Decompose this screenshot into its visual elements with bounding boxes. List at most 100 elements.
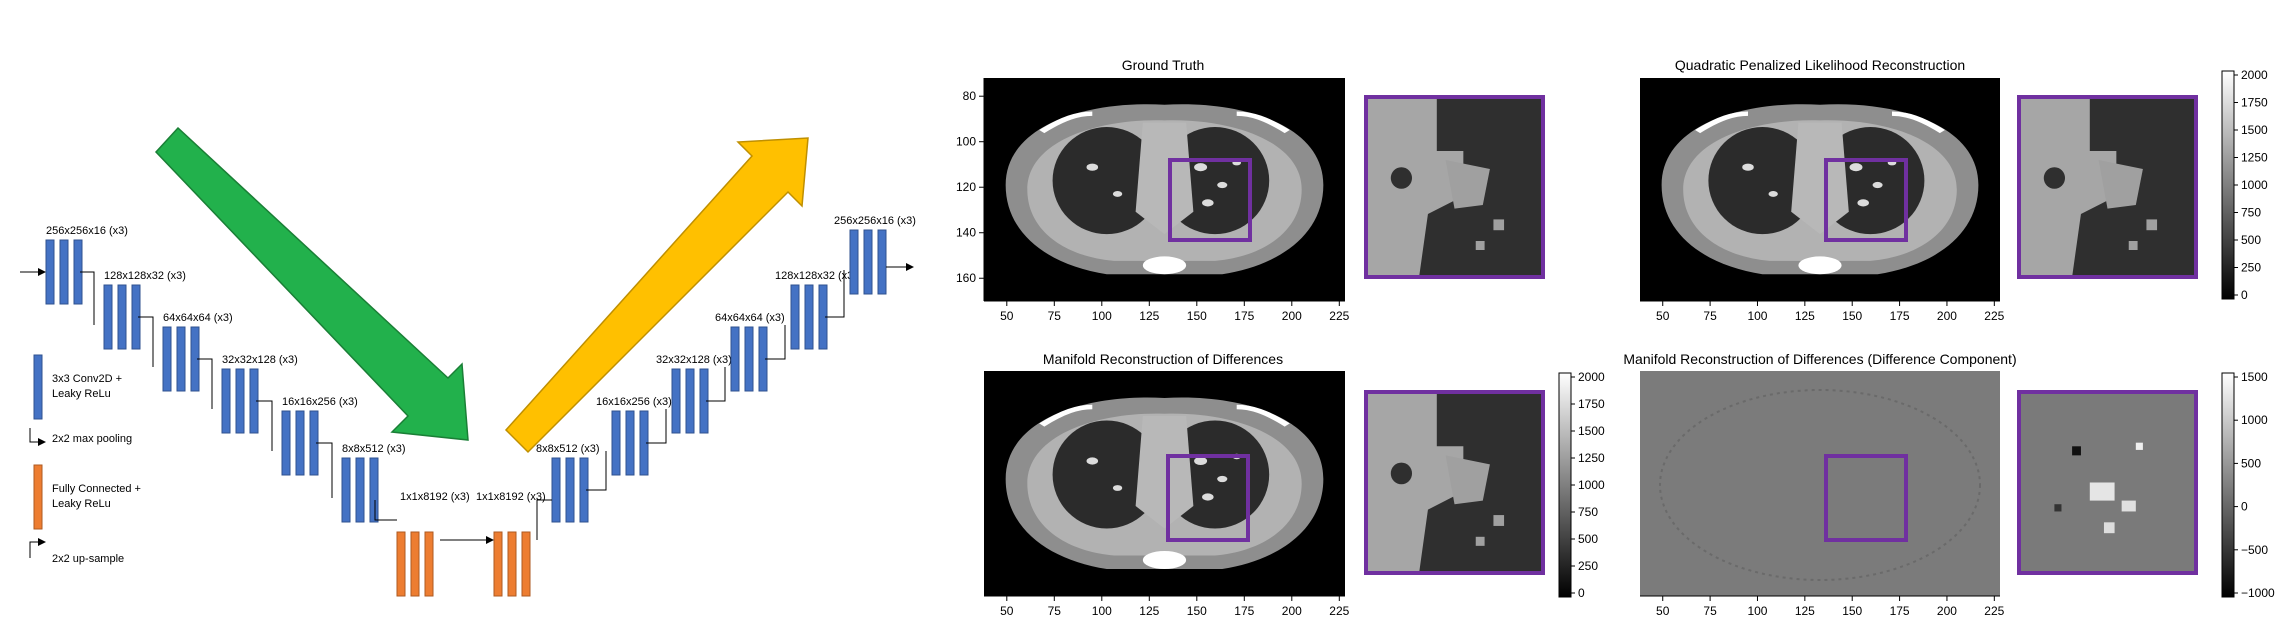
legend-fc-text: Fully Connected + [52, 483, 141, 495]
x-axis: 50 75 100 125 150 175 200 225 [984, 595, 1350, 618]
x-axis: 50 75 100 125 150 175 200 225 [1640, 300, 2005, 323]
x-tick-label: 225 [1984, 309, 2004, 323]
x-tick-label: 75 [1048, 604, 1062, 618]
x-tick-label: 125 [1795, 309, 1815, 323]
panel-title: Ground Truth [1122, 57, 1205, 73]
colorbar-gradient [2221, 70, 2235, 300]
colorbar-tick-label: 500 [1578, 532, 1598, 546]
fc-label: 1x1x8192 (x3) [400, 491, 470, 503]
legend-fc-text: Leaky ReLu [52, 498, 111, 510]
colorbar-tick-label: 250 [2241, 261, 2261, 275]
x-axis: 50 75 100 125 150 175 200 225 [984, 300, 1350, 323]
x-tick-label: 100 [1747, 309, 1767, 323]
colorbar-tick-label: −1000 [2241, 586, 2275, 600]
legend-pool-text: 2x2 max pooling [52, 433, 132, 445]
decoder-block-3 [671, 368, 709, 434]
encoder-label: 32x32x128 (x3) [222, 354, 298, 366]
roi-box [1824, 158, 1908, 242]
legend-conv-swatch [33, 354, 43, 420]
decoder-label: 64x64x64 (x3) [715, 312, 785, 324]
colorbar-tick-label: −500 [2241, 543, 2268, 557]
legend-upsample-text: 2x2 up-sample [52, 553, 124, 565]
fc-label: 1x1x8192 (x3) [476, 491, 546, 503]
colorbar-gradient [2221, 372, 2235, 598]
colorbar-tick-label: 1000 [2241, 178, 2268, 192]
x-tick-label: 225 [1329, 604, 1349, 618]
unet-diagram: 256x256x16 (x3) 128x128x32 (x3) 64x64x64 (… [20, 215, 916, 597]
legend-pool-arrow [29, 428, 46, 446]
encoder-label: 256x256x16 (x3) [46, 225, 128, 237]
y-tick-label: 100 [956, 135, 976, 149]
x-tick-label: 50 [1656, 309, 1670, 323]
encoder-block-5 [281, 410, 319, 476]
decoder-block-4 [730, 326, 768, 392]
y-tick-label: 80 [963, 89, 977, 103]
x-tick-label: 75 [1703, 309, 1717, 323]
x-tick-label: 200 [1282, 309, 1302, 323]
down-arrow [154, 126, 469, 441]
x-tick-label: 50 [1656, 604, 1670, 618]
x-tick-label: 200 [1282, 604, 1302, 618]
decoder-block-5 [790, 284, 828, 350]
x-tick-label: 150 [1187, 604, 1207, 618]
colorbar-tick-label: 1000 [1578, 478, 1605, 492]
zoom-frame [2017, 390, 2198, 575]
x-tick-label: 225 [1329, 309, 1349, 323]
y-tick-label: 140 [956, 226, 976, 240]
roi-box [1168, 158, 1252, 242]
decoder-block-2 [611, 410, 649, 476]
x-tick-label: 75 [1048, 309, 1062, 323]
zoom-quadratic [2017, 95, 2198, 279]
legend-conv-text: Leaky ReLu [52, 388, 111, 400]
encoder-block-1 [45, 239, 83, 305]
panel-manifold: Manifold Reconstruction of Differences 5… [984, 351, 1350, 618]
x-tick-label: 175 [1890, 604, 1910, 618]
zoom-ground-truth [1364, 95, 1545, 279]
encoder-label: 16x16x256 (x3) [282, 396, 358, 408]
decoder-label: 32x32x128 (x3) [656, 354, 732, 366]
colorbar-gradient [1558, 372, 1572, 598]
colorbar-tick-label: 500 [2241, 456, 2261, 470]
x-tick-label: 100 [1747, 604, 1767, 618]
x-tick-label: 200 [1937, 604, 1957, 618]
x-tick-label: 75 [1703, 604, 1717, 618]
panel-title: Quadratic Penalized Likelihood Reconstru… [1675, 57, 1965, 73]
panel-title: Manifold Reconstruction of Differences (… [1623, 351, 2016, 367]
panel-quadratic: Quadratic Penalized Likelihood Reconstru… [1640, 57, 2005, 323]
roi-box [1166, 454, 1250, 542]
colorbar-tick-label: 2000 [2241, 68, 2268, 82]
encoder-block-3 [162, 326, 200, 392]
decoder-block-1 [551, 457, 589, 523]
colorbar-tick-label: 1000 [2241, 413, 2268, 427]
legend-conv-text: 3x3 Conv2D + [52, 373, 122, 385]
x-tick-label: 175 [1234, 604, 1254, 618]
colorbar-tick-label: 1750 [1578, 397, 1605, 411]
decoder-label: 8x8x512 (x3) [536, 443, 600, 455]
encoder-block-2 [103, 284, 141, 350]
panel-difference: Manifold Reconstruction of Differences (… [1623, 351, 2016, 618]
decoder-label: 256x256x16 (x3) [834, 215, 916, 227]
fc-block-2 [493, 531, 531, 597]
colorbar-tick-label: 0 [1578, 586, 1585, 600]
y-tick-label: 120 [956, 180, 976, 194]
fc-block-1 [396, 531, 434, 597]
colorbar-tick-label: 500 [2241, 233, 2261, 247]
x-tick-label: 100 [1092, 604, 1112, 618]
colorbar-tick-label: 750 [1578, 505, 1598, 519]
legend-fc-swatch [33, 464, 43, 530]
x-tick-label: 50 [1000, 604, 1014, 618]
x-tick-label: 50 [1000, 309, 1014, 323]
x-tick-label: 125 [1795, 604, 1815, 618]
legend-upsample-arrow [29, 538, 46, 558]
panel-ground-truth: Ground Truth 80 100 120 140 160 50 75 100 125 15… [956, 57, 1350, 323]
colorbar-tick-label: 0 [2241, 288, 2248, 302]
encoder-label: 8x8x512 (x3) [342, 443, 406, 455]
zoom-manifold [1364, 390, 1545, 575]
y-tick-label: 160 [956, 271, 976, 285]
colorbar-tick-label: 2000 [1578, 370, 1605, 384]
encoder-block-4 [221, 368, 259, 434]
colorbar-bottom-right: 1500 1000 500 0 −500 −1000 [2221, 370, 2275, 600]
zoom-frame [1364, 390, 1545, 575]
x-tick-label: 150 [1842, 604, 1862, 618]
colorbar-tick-label: 1250 [1578, 451, 1605, 465]
